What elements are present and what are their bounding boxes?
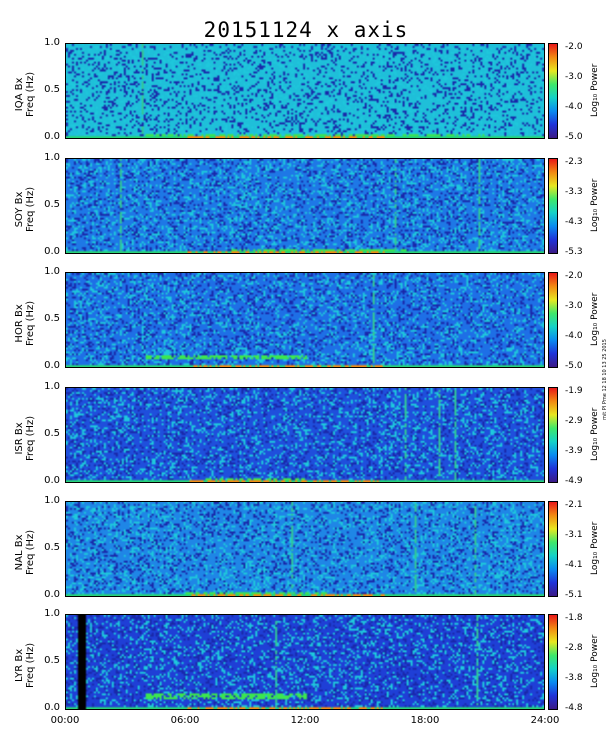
colorbar-tick-label: -5.1 [565, 590, 583, 600]
colorbar-tick-label: -4.1 [565, 560, 583, 570]
spectrogram-plot [65, 43, 545, 139]
colorbar [548, 501, 558, 597]
colorbar [548, 387, 558, 483]
colorbar-tick-label: -3.9 [565, 446, 583, 456]
colorbar-label: Log₁₀ Power [590, 407, 600, 461]
colorbar-tick-label: -3.3 [565, 187, 583, 197]
x-tick-label: 06:00 [170, 715, 200, 726]
y-axis-label: SOY Bx Freq (Hz) [14, 187, 36, 232]
chart-title: 20151124 x axis [203, 18, 409, 42]
colorbar-label: Log₁₀ Power [590, 521, 600, 575]
spectrogram-image [66, 159, 544, 253]
colorbar-tick-label: -4.9 [565, 476, 583, 486]
y-tick-label: 0.5 [44, 199, 60, 210]
y-axis-label: LYR Bx Freq (Hz) [14, 643, 36, 688]
spectrogram-plot [65, 272, 545, 368]
spectrogram-plot [65, 614, 545, 710]
y-tick-label: 0.5 [44, 655, 60, 666]
colorbar-tick-label: -2.8 [565, 643, 583, 653]
colorbar-label: Log₁₀ Power [590, 292, 600, 346]
colorbar-label: Log₁₀ Power [590, 63, 600, 117]
colorbar-tick-label: -2.0 [565, 42, 583, 52]
colorbar [548, 158, 558, 254]
spectrogram-plot [65, 387, 545, 483]
spectrogram-image [66, 388, 544, 482]
y-axis-label: ISR Bx Freq (Hz) [14, 416, 36, 461]
colorbar-tick-label: -5.0 [565, 132, 583, 142]
y-tick-label: 0.5 [44, 428, 60, 439]
colorbar-tick-label: -5.0 [565, 361, 583, 371]
colorbar-tick-label: -4.8 [565, 703, 583, 713]
y-tick-label: 1.0 [44, 37, 60, 48]
y-tick-label: 0.5 [44, 313, 60, 324]
y-tick-label: 0.0 [44, 360, 60, 371]
colorbar-label: Log₁₀ Power [590, 634, 600, 688]
spectrogram-plot [65, 158, 545, 254]
colorbar-tick-label: -1.8 [565, 613, 583, 623]
y-tick-label: 0.0 [44, 131, 60, 142]
y-axis-label: NAL Bx Freq (Hz) [14, 530, 36, 575]
spectrogram-image [66, 273, 544, 367]
colorbar-tick-label: -5.3 [565, 247, 583, 257]
y-tick-label: 0.5 [44, 542, 60, 553]
station-label: SOY Bx [14, 191, 25, 228]
colorbar-tick-label: -2.3 [565, 157, 583, 167]
colorbar-tick-label: -3.0 [565, 301, 583, 311]
colorbar-tick-label: -4.0 [565, 331, 583, 341]
y-tick-label: 0.0 [44, 475, 60, 486]
y-tick-label: 0.0 [44, 246, 60, 257]
colorbar-tick-label: -3.8 [565, 673, 583, 683]
station-label: NAL Bx [14, 534, 25, 571]
y-axis-label: IQA Bx Freq (Hz) [14, 72, 36, 117]
y-tick-label: 1.0 [44, 495, 60, 506]
station-label: LYR Bx [14, 648, 25, 683]
colorbar [548, 272, 558, 368]
x-tick-label: 18:00 [410, 715, 440, 726]
colorbar-tick-label: -2.1 [565, 500, 583, 510]
y-tick-label: 1.0 [44, 381, 60, 392]
colorbar [548, 614, 558, 710]
spectrogram-image [66, 502, 544, 596]
timestamp-stamp: mit PI Pme 12 18 10 13 25 2015 [602, 339, 608, 420]
y-tick-label: 1.0 [44, 608, 60, 619]
y-tick-label: 1.0 [44, 266, 60, 277]
station-label: ISR Bx [14, 422, 25, 455]
x-tick-label: 12:00 [290, 715, 320, 726]
x-tick-label: 00:00 [50, 715, 80, 726]
colorbar-tick-label: -2.9 [565, 416, 583, 426]
colorbar-tick-label: -1.9 [565, 386, 583, 396]
y-tick-label: 0.0 [44, 702, 60, 713]
station-label: HOR Bx [14, 304, 25, 343]
spectrogram-plot [65, 501, 545, 597]
y-tick-label: 0.0 [44, 589, 60, 600]
colorbar [548, 43, 558, 139]
spectrogram-image [66, 615, 544, 709]
colorbar-tick-label: -4.3 [565, 217, 583, 227]
station-label: IQA Bx [14, 77, 25, 112]
y-tick-label: 0.5 [44, 84, 60, 95]
colorbar-tick-label: -3.0 [565, 72, 583, 82]
x-tick-label: 24:00 [530, 715, 560, 726]
spectrogram-image [66, 44, 544, 138]
y-tick-label: 1.0 [44, 152, 60, 163]
colorbar-tick-label: -2.0 [565, 271, 583, 281]
colorbar-label: Log₁₀ Power [590, 178, 600, 232]
colorbar-tick-label: -4.0 [565, 102, 583, 112]
y-axis-label: HOR Bx Freq (Hz) [14, 301, 36, 346]
colorbar-tick-label: -3.1 [565, 530, 583, 540]
